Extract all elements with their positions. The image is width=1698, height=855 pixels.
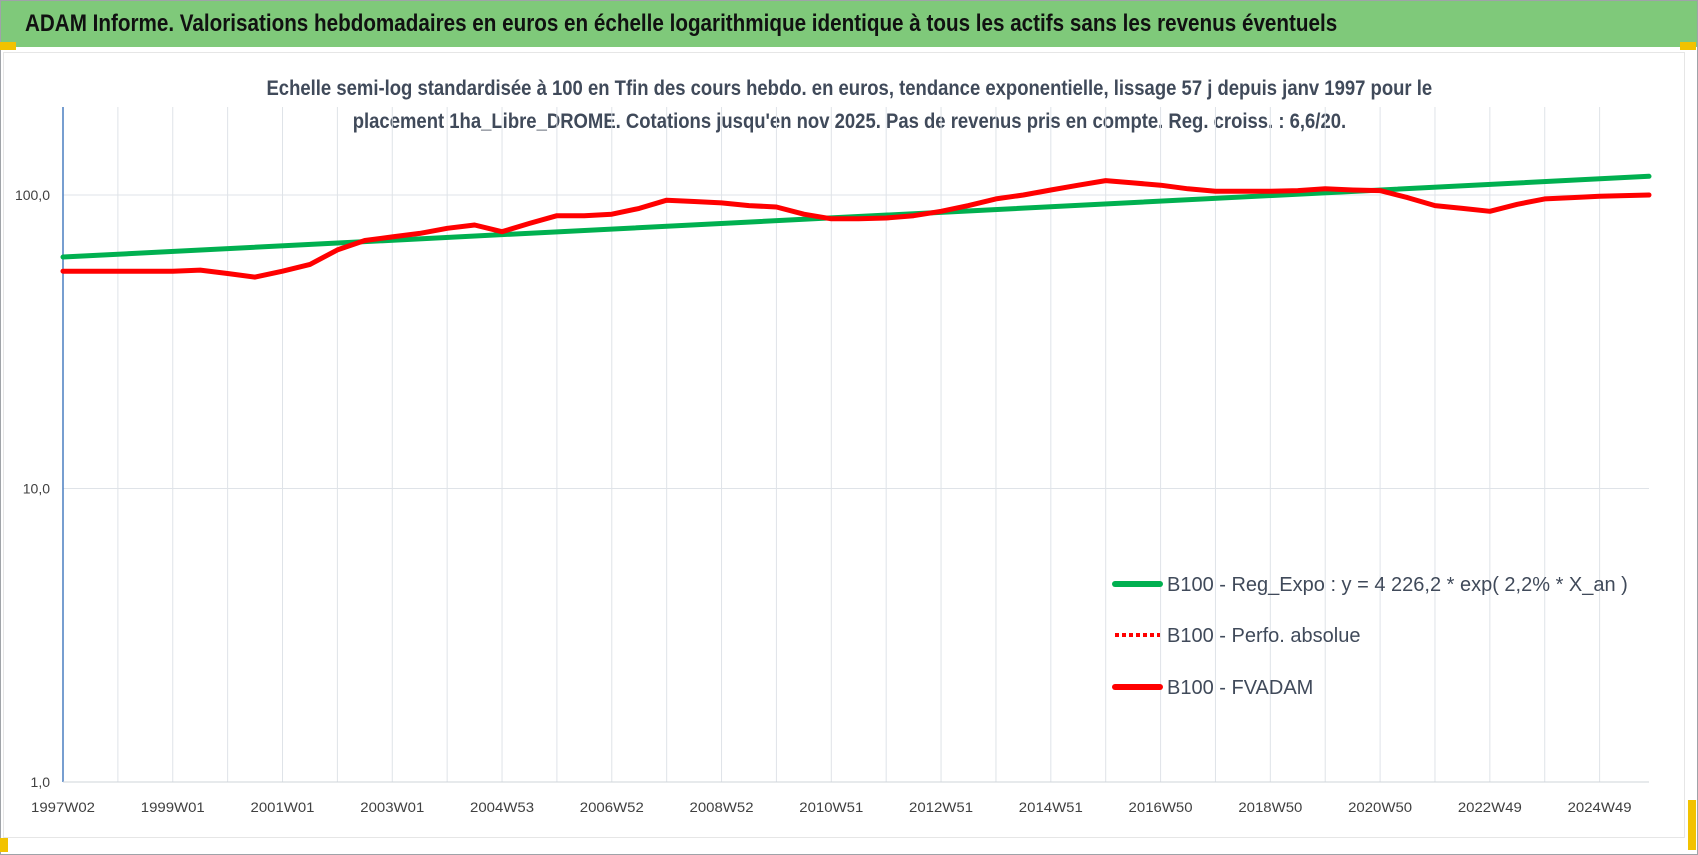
page-title: ADAM Informe. Valorisations hebdomadaire… <box>25 10 1338 37</box>
legend-label-1: B100 - Perfo. absolue <box>1167 625 1360 647</box>
legend-label-0: B100 - Reg_Expo : y = 4 226,2 * exp( 2,2… <box>1167 574 1628 596</box>
x-tick-label: 2010W51 <box>799 799 863 815</box>
x-tick-label: 2022W49 <box>1458 799 1522 815</box>
header-banner: ADAM Informe. Valorisations hebdomadaire… <box>1 1 1697 47</box>
x-tick-label: 2014W51 <box>1019 799 1083 815</box>
x-tick-label: 1999W01 <box>141 799 205 815</box>
legend-label-2: B100 - FVADAM <box>1167 677 1313 699</box>
corner-marker-bottom-left <box>0 838 8 852</box>
x-tick-label: 2008W52 <box>690 799 754 815</box>
corner-marker-bottom-right <box>1688 800 1696 850</box>
y-tick-label: 1,0 <box>31 774 51 790</box>
x-tick-label: 2001W01 <box>251 799 315 815</box>
x-tick-label: 2020W50 <box>1348 799 1412 815</box>
corner-marker-top-left <box>0 42 16 50</box>
x-tick-label: 2012W51 <box>909 799 973 815</box>
plot-area-border <box>3 52 1685 838</box>
chart-title-line-1: Echelle semi-log standardisée à 100 en T… <box>266 77 1432 100</box>
x-tick-label: 2003W01 <box>360 799 424 815</box>
x-tick-label: 2016W50 <box>1129 799 1193 815</box>
y-tick-label: 100,0 <box>15 187 50 203</box>
x-tick-label: 1997W02 <box>31 799 95 815</box>
corner-marker-top-right <box>1680 42 1696 50</box>
x-tick-label: 2006W52 <box>580 799 644 815</box>
x-tick-label: 2004W53 <box>470 799 534 815</box>
chart-title-line-2: placement 1ha_Libre_DROME. Cotations jus… <box>352 110 1346 133</box>
series-line-2 <box>60 178 1652 280</box>
x-tick-label: 2024W49 <box>1568 799 1632 815</box>
x-tick-label: 2018W50 <box>1238 799 1302 815</box>
y-tick-label: 10,0 <box>23 481 50 497</box>
